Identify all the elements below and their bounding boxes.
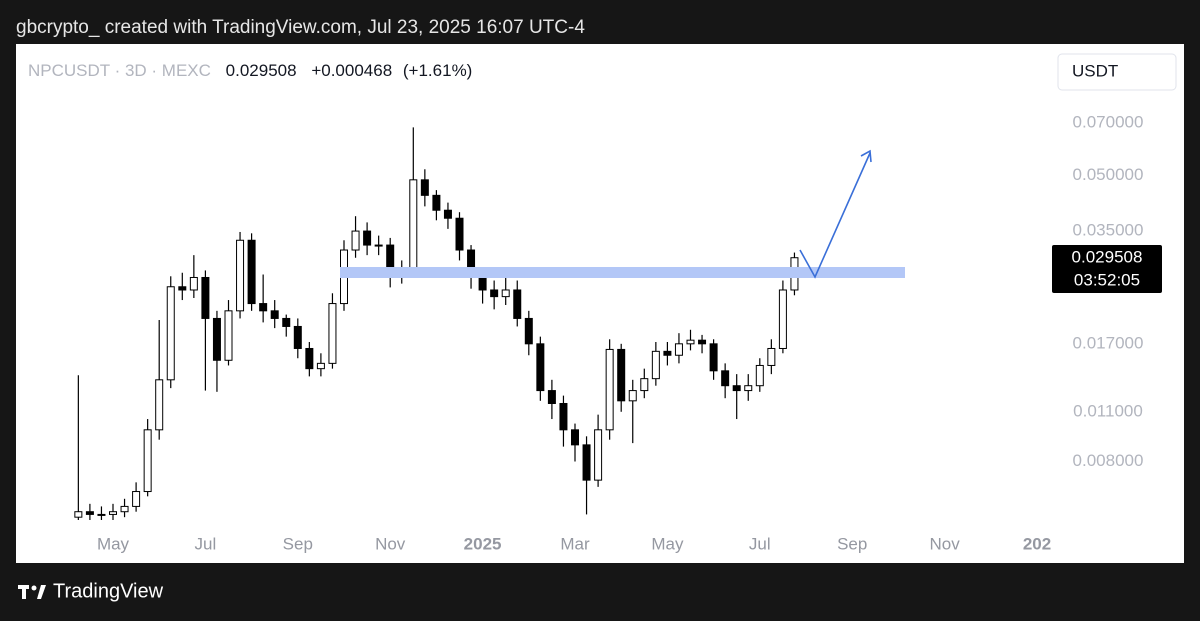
candle-body (120, 505, 129, 513)
arrow-head (860, 149, 872, 163)
candle-body (432, 194, 441, 211)
x-tick-label: May (97, 534, 130, 553)
candle-body (282, 317, 291, 327)
candle-body (524, 317, 533, 345)
x-tick-label: Jul (195, 534, 217, 553)
candle-body (143, 429, 152, 493)
candle-body (212, 317, 221, 361)
x-tick-label: Sep (283, 534, 313, 553)
y-tick-label: 0.050000 (1073, 165, 1144, 184)
candle-body (571, 429, 579, 446)
candle-body (478, 276, 487, 291)
candle-body (85, 511, 94, 515)
candle-body (721, 370, 730, 387)
candle-body (443, 209, 452, 219)
candle-body (166, 286, 175, 381)
candle-body (201, 276, 210, 319)
candle-body (178, 286, 187, 291)
y-tick-label: 0.011000 (1073, 401, 1143, 420)
candle-body (132, 491, 141, 507)
plot: 0.070000 0.050000 0.035000 0.017000 0.011000… (74, 112, 1144, 553)
candle-body (224, 310, 233, 361)
candle-body (316, 362, 325, 370)
symbol: NPCUSDT · 3D · MEXC (28, 61, 211, 80)
candle-body (293, 325, 302, 349)
candle-body (97, 513, 106, 516)
candle-body (455, 217, 464, 251)
symbol-line: NPCUSDT · 3D · MEXC 0.029508 +0.000468 (… (28, 61, 472, 80)
candle-body (663, 350, 672, 356)
currency[interactable]: USDT (1072, 61, 1118, 80)
x-tick-label: Nov (375, 534, 406, 553)
candle-body (559, 402, 568, 431)
footer-logo (18, 585, 46, 599)
x-tick-label: 202 (1023, 534, 1051, 553)
candle-body (651, 350, 660, 380)
candle-body (732, 385, 741, 392)
candle-body (513, 289, 522, 319)
price-label-box (1052, 245, 1162, 293)
candle-body (755, 364, 764, 387)
candle-body (594, 429, 603, 481)
resistance-zone (340, 267, 905, 278)
candle-body (617, 348, 626, 402)
change: +0.000468 (311, 61, 392, 80)
candle-body (582, 444, 591, 481)
candle-body (328, 303, 337, 364)
candle-body (189, 276, 198, 291)
currency-box[interactable] (1057, 53, 1177, 91)
candle-body (351, 230, 360, 251)
candle-body (74, 511, 83, 518)
x-tick-label: Jul (749, 534, 771, 553)
candle-body (628, 390, 637, 402)
candle-body (420, 179, 429, 196)
candle-body (674, 343, 683, 356)
candle-body (536, 343, 545, 392)
candle-body (686, 339, 695, 345)
countdown: 03:52:05 (1074, 270, 1140, 289)
candle-body (409, 179, 418, 273)
candle-body (109, 511, 117, 515)
candle-body (490, 289, 499, 298)
x-tick-label: Sep (837, 534, 867, 553)
last-price: 0.029508 (226, 61, 297, 80)
brand: TradingView (53, 580, 164, 602)
candle-body (501, 289, 510, 298)
candle-body (605, 348, 614, 431)
price-label: 0.029508 (1072, 247, 1143, 266)
x-tick-label: May (651, 534, 684, 553)
y-tick-label: 0.070000 (1073, 112, 1144, 131)
x-tick-label: Nov (929, 534, 960, 553)
chart-panel (16, 44, 1184, 563)
candle-body (744, 385, 753, 392)
candle-body (767, 347, 776, 366)
credit: gbcrypto_ created with TradingView.com, … (16, 17, 585, 38)
y-tick-label: 0.035000 (1073, 221, 1144, 240)
x-tick-label: 2025 (464, 534, 502, 553)
candle-body (270, 310, 279, 319)
candle-body (778, 289, 787, 349)
y-tick-label: 0.008000 (1073, 451, 1144, 470)
candle-body (236, 239, 245, 312)
candle-body (155, 379, 164, 431)
change-pct: (+1.61%) (403, 61, 472, 80)
candle-body (547, 390, 556, 404)
candle-body (709, 343, 718, 372)
x-tick-label: Mar (560, 534, 590, 553)
candle-body (247, 239, 256, 305)
projection-arrow (799, 152, 871, 279)
y-tick-label: 0.017000 (1073, 333, 1144, 352)
candle-body (640, 378, 649, 392)
candle-body (259, 303, 268, 312)
candle-body (363, 230, 372, 246)
candle-body (698, 339, 707, 345)
candle-body (305, 347, 314, 370)
candle-body (374, 244, 383, 247)
